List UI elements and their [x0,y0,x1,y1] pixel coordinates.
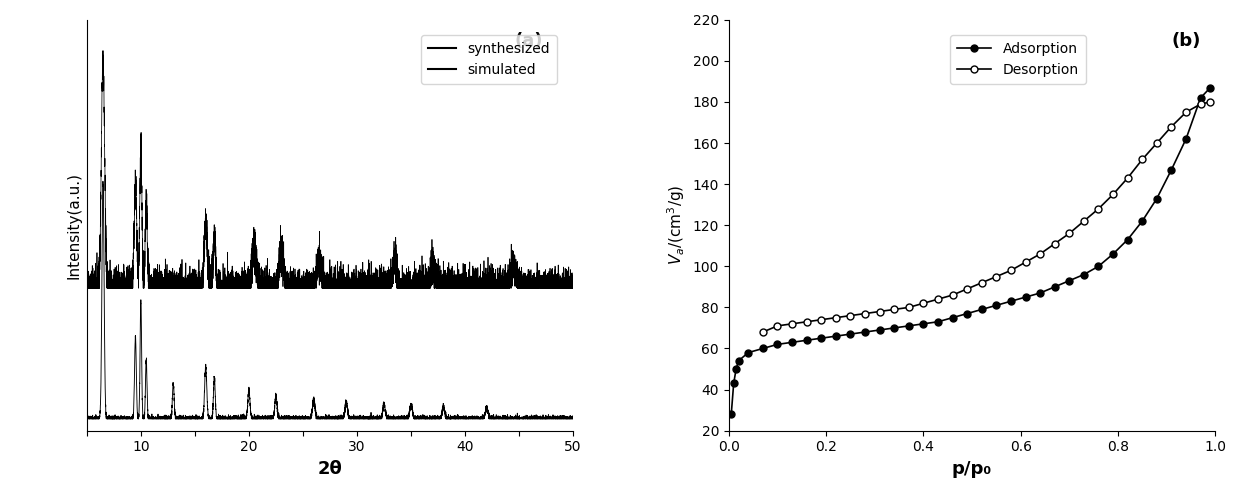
Adsorption [1135,218,1149,224]
Adsorption [1076,272,1091,278]
Desorption [1203,99,1218,105]
X-axis label: p/p₀: p/p₀ [952,460,992,478]
Y-axis label: $V_a$/(cm$^3$/g): $V_a$/(cm$^3$/g) [666,185,687,265]
Text: (a): (a) [515,32,543,50]
Desorption [945,292,960,298]
Desorption [960,286,975,292]
Adsorption [858,329,873,335]
Adsorption [916,321,931,327]
Adsorption [732,358,746,364]
Desorption [975,280,990,286]
Desorption [770,323,785,329]
Adsorption [1091,263,1106,269]
Adsorption [1048,284,1063,290]
X-axis label: 2θ: 2θ [317,460,342,478]
Desorption [1033,251,1048,257]
Adsorption [945,315,960,321]
Adsorption [1018,294,1033,300]
Adsorption [1061,278,1076,284]
Desorption [916,300,931,306]
Adsorption [930,319,945,325]
Adsorption [1106,251,1121,257]
Desorption [930,296,945,302]
Adsorption [800,337,815,343]
Adsorption [988,302,1003,308]
Desorption [1135,156,1149,162]
Desorption [1076,218,1091,224]
Adsorption [975,306,990,312]
Desorption [828,315,843,321]
Desorption [1106,192,1121,198]
Desorption [858,310,873,316]
Line: Desorption: Desorption [759,99,1214,336]
Adsorption [828,333,843,339]
Adsorption [729,366,744,372]
Adsorption [1033,290,1048,296]
Legend: Adsorption, Desorption: Adsorption, Desorption [950,35,1085,84]
Adsorption [813,335,828,341]
Desorption [1003,267,1018,273]
Desorption [988,274,1003,280]
Adsorption [960,310,975,316]
Adsorption [785,340,800,346]
Adsorption [1178,136,1193,142]
Adsorption [724,411,739,417]
Adsorption [755,346,770,351]
Desorption [843,313,858,319]
Desorption [1061,231,1076,237]
Adsorption [770,342,785,347]
Legend: synthesized, simulated: synthesized, simulated [422,35,557,84]
Adsorption [1120,237,1135,243]
Adsorption [1003,298,1018,304]
Adsorption [887,325,901,331]
Adsorption [727,381,742,387]
Desorption [1120,175,1135,181]
Adsorption [1164,167,1179,173]
Adsorption [1149,196,1164,201]
Text: (b): (b) [1172,32,1200,50]
Desorption [1193,101,1208,107]
Adsorption [1203,85,1218,91]
Desorption [1048,241,1063,247]
Desorption [755,329,770,335]
Desorption [887,306,901,312]
Desorption [1018,259,1033,265]
Desorption [901,304,916,310]
Desorption [785,321,800,327]
Desorption [813,317,828,323]
Desorption [1178,109,1193,115]
Desorption [800,319,815,325]
Desorption [872,308,887,314]
Desorption [1149,140,1164,146]
Adsorption [872,327,887,333]
Adsorption [843,331,858,337]
Adsorption [1193,95,1208,101]
Desorption [1164,124,1179,130]
Line: Adsorption: Adsorption [728,84,1214,418]
Adsorption [740,349,755,355]
Desorption [1091,206,1106,212]
Y-axis label: Intensity(a.u.): Intensity(a.u.) [66,172,82,279]
Adsorption [901,323,916,329]
